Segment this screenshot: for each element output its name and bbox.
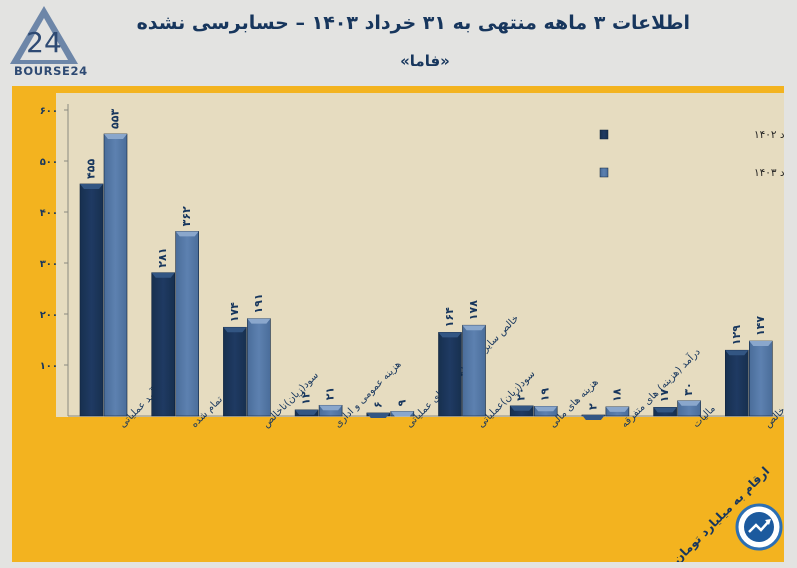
data-label: ۱۹ (539, 388, 552, 402)
bar-cap (749, 341, 773, 347)
data-label: ۹ (395, 399, 408, 406)
trend-line-icon (748, 520, 770, 533)
bar-1403 (103, 133, 128, 417)
bar-1403 (462, 324, 486, 417)
y-tick-label: ۱۰۰ (40, 361, 58, 372)
y-tick-label: ۲۰۰ (40, 310, 58, 321)
bar-cap (366, 412, 390, 418)
data-label: ۲۸۱ (156, 248, 169, 268)
bar-cap (534, 406, 558, 412)
bar-1402 (151, 272, 175, 417)
bar-cap (581, 414, 605, 420)
bar-cap (175, 231, 199, 237)
bar-1402 (223, 326, 247, 417)
bar-cap (725, 350, 749, 356)
y-tick-label: ۶۰۰ (40, 106, 58, 117)
data-label: ۴۵۵ (85, 159, 98, 179)
y-tick-label: ۴۰۰ (40, 208, 58, 219)
bar-cap (653, 407, 677, 413)
data-label: ۲۰ (515, 387, 528, 400)
bar-cap (390, 411, 414, 417)
data-label: ۱۸ (610, 388, 623, 402)
data-label: ۱۹۱ (252, 293, 265, 313)
bar-cap (80, 183, 103, 189)
data-label: ۱۲۹ (730, 325, 743, 345)
data-label: ۱۴۷ (754, 316, 767, 336)
data-label: ۶ (371, 401, 384, 408)
bar-cap (151, 272, 175, 278)
bar-1402 (438, 332, 462, 417)
bar-cap (462, 325, 486, 331)
page-subtitle: «فاما» (400, 52, 450, 70)
data-label: ۱۲ (300, 391, 313, 405)
legend-label: عملکرد منتهی به خرداد ۱۴۰۳ (754, 167, 784, 179)
bar-1403 (175, 231, 199, 417)
bar-cap (223, 327, 247, 333)
data-label: ۱۷۸ (467, 300, 480, 320)
data-label: ۲۱ (324, 387, 337, 400)
trend-arrow-icon (765, 519, 771, 525)
data-label: ۳۰ (682, 382, 695, 395)
bar-cap (247, 318, 271, 324)
legend-swatch (599, 167, 609, 178)
page-title: اطلاعات ۳ ماهه منتهی به ۳۱ خرداد ۱۴۰۳ – … (136, 12, 690, 34)
logo-number: 24 (26, 26, 62, 59)
bar-1403 (748, 340, 773, 417)
logo-text: BOURSE24 (14, 64, 88, 78)
y-tick-label: ۳۰۰ (40, 259, 58, 270)
legend-label: عملکرد منتهی به خرداد ۱۴۰۲ (754, 129, 784, 141)
bar-cap (319, 405, 343, 411)
legend: عملکرد منتهی به خرداد ۱۴۰۲ عملکرد منتهی ب… (599, 129, 784, 179)
data-label: ۲ (586, 403, 599, 410)
bar-cap (104, 133, 127, 139)
bar-1402 (79, 183, 104, 417)
bar-cap (295, 409, 319, 415)
bar-1403 (247, 318, 271, 417)
data-label: ۳۶۲ (180, 206, 193, 226)
data-label: ۵۵۳ (109, 109, 122, 129)
bar-cap (677, 400, 701, 406)
bar-cap (605, 406, 629, 412)
data-label: ۱۷ (658, 389, 671, 403)
bar-cap (438, 332, 462, 338)
bourse24-logo: 24 (10, 6, 78, 64)
bar-cap (510, 405, 534, 411)
y-tick-label: ۵۰۰ (40, 157, 58, 168)
bar-1402 (724, 349, 749, 417)
data-label: ۱۷۴ (228, 302, 241, 322)
logo-triangle-inner (20, 18, 68, 60)
data-label: ۱۶۴ (443, 307, 456, 327)
legend-swatch (599, 129, 609, 140)
chart-frame: ۱۰۰ ۲۰۰ ۳۰۰ ۴۰۰ ۵۰۰ ۶۰۰ ۴۵۵ ۵۵۳ درآمد عملیاتی ۲۸۱… (12, 86, 784, 562)
